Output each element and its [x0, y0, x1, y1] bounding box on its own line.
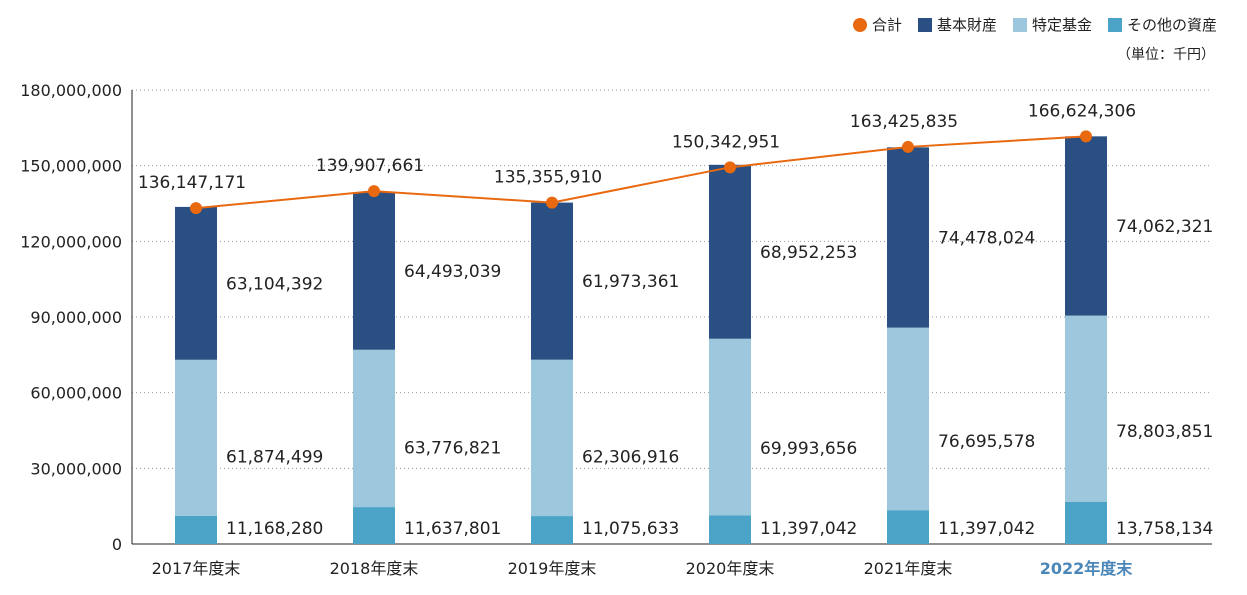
legend-item-total: 合計: [852, 14, 902, 35]
bar-segment: [709, 338, 751, 516]
data-label: 63,104,392: [226, 274, 323, 294]
total-point: [902, 140, 914, 153]
y-tick-label: 120,000,000: [20, 232, 122, 251]
total-point: [724, 161, 736, 174]
data-label: 11,168,280: [226, 519, 323, 539]
bar-segment: [1065, 315, 1107, 502]
y-tick-label: 0: [112, 535, 122, 554]
total-label: 166,624,306: [1028, 101, 1136, 121]
legend-total-marker: [852, 17, 867, 32]
y-tick-label: 150,000,000: [20, 157, 122, 176]
total-label: 139,907,661: [316, 156, 424, 176]
bar-segment: [887, 327, 929, 511]
bar-segment: [709, 164, 751, 339]
total-label: 150,342,951: [672, 132, 780, 152]
bar-segment: [175, 359, 217, 516]
bar-segment: [353, 192, 395, 350]
data-label: 78,803,851: [1116, 422, 1213, 442]
bar-segment: [887, 147, 929, 328]
total-label: 135,355,910: [494, 168, 602, 188]
data-label: 61,874,499: [226, 448, 323, 468]
total-point: [546, 196, 558, 209]
data-label: 74,062,321: [1116, 217, 1213, 237]
bar-segment: [531, 516, 573, 544]
bar-segment: [1065, 136, 1107, 316]
bar-segment: [1065, 501, 1107, 544]
data-label: 11,075,633: [582, 519, 679, 539]
total-point: [368, 185, 380, 198]
y-tick-label: 30,000,000: [30, 459, 122, 478]
legend-item-other-assets: その他の資産: [1107, 14, 1217, 35]
data-label: 11,397,042: [938, 519, 1035, 539]
bar-segment: [887, 510, 929, 544]
data-label: 76,695,578: [938, 432, 1035, 452]
bar-segment: [175, 515, 217, 544]
bar-segment: [353, 349, 395, 508]
data-label: 62,306,916: [582, 448, 679, 468]
total-line: [195, 135, 1087, 210]
legend-specific-funds-label: 特定基金: [1031, 16, 1092, 34]
legend-basic-assets-label: 基本財産: [936, 16, 997, 34]
data-label: 69,993,656: [760, 439, 857, 459]
y-tick-label: 90,000,000: [30, 308, 122, 327]
data-label: 11,397,042: [760, 519, 857, 539]
bar-segment: [709, 515, 751, 544]
legend-item-specific-funds: 特定基金: [1012, 14, 1092, 35]
data-label: 74,478,024: [938, 228, 1035, 248]
x-tick-label: 2019年度末: [508, 559, 597, 578]
x-tick-label: 2018年度末: [330, 559, 419, 578]
bar-segment: [175, 206, 217, 360]
x-tick-label: 2022年度末: [1040, 559, 1134, 578]
bar-segment: [353, 507, 395, 544]
data-label: 61,973,361: [582, 272, 679, 292]
x-tick-label: 2020年度末: [686, 559, 775, 578]
data-label: 11,637,801: [404, 519, 501, 539]
x-tick-label: 2017年度末: [152, 559, 241, 578]
legend-specific-funds-swatch: [1012, 17, 1027, 32]
data-label: 63,776,821: [404, 438, 501, 458]
x-tick-label: 2021年度末: [864, 559, 953, 578]
legend-basic-assets-swatch: [917, 17, 932, 32]
legend-item-basic-assets: 基本財産: [917, 14, 997, 35]
bar-segment: [531, 359, 573, 517]
bar-segment: [531, 202, 573, 360]
legend-total-label: 合計: [871, 16, 902, 34]
unit-label: （単位：千円）: [1117, 47, 1215, 63]
total-label: 136,147,171: [138, 173, 246, 193]
legend: 合計 基本財産 特定基金 その他の資産: [852, 14, 1217, 35]
y-tick-label: 180,000,000: [20, 81, 122, 100]
data-label: 64,493,039: [404, 262, 501, 282]
data-label: 13,758,134: [1116, 519, 1213, 539]
y-tick-label: 60,000,000: [30, 384, 122, 403]
total-label: 163,425,835: [850, 112, 958, 132]
total-point: [1080, 130, 1092, 143]
legend-other-assets-label: その他の資産: [1126, 16, 1217, 34]
data-label: 68,952,253: [760, 243, 857, 263]
total-point: [190, 202, 202, 215]
legend-other-assets-swatch: [1107, 17, 1122, 32]
